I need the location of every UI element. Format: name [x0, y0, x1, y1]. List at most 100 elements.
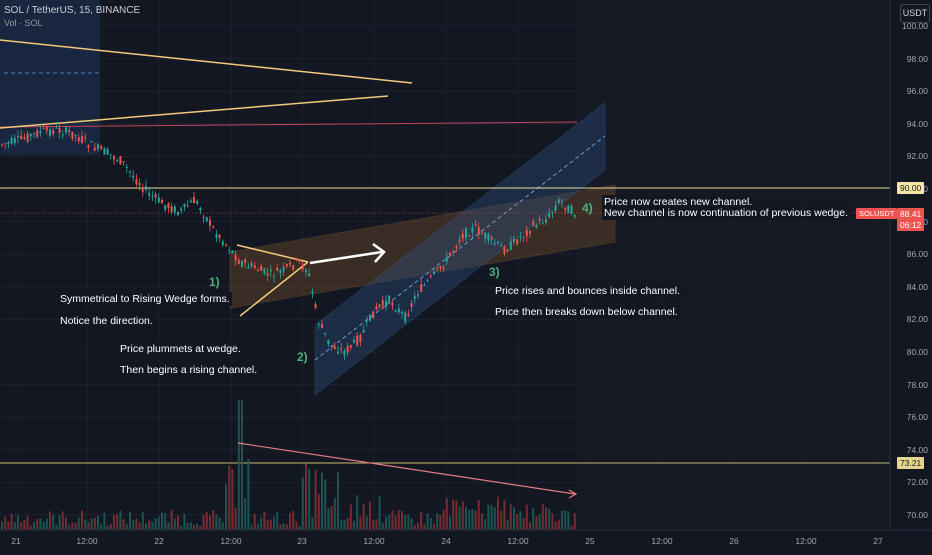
volume-bar	[49, 511, 51, 530]
volume-bar	[17, 515, 19, 530]
volume-bar	[4, 517, 7, 530]
candle-body	[1, 144, 3, 146]
candle-body	[337, 351, 339, 354]
candle-body	[225, 244, 227, 246]
candle-body	[385, 300, 387, 308]
volume-bar	[327, 508, 330, 530]
volume-bar	[493, 507, 496, 530]
candle-body	[529, 231, 531, 234]
candle-body	[33, 132, 35, 134]
volume-bar	[71, 522, 74, 530]
volume-bar	[548, 509, 551, 530]
price-axis-label: 86.00	[906, 249, 928, 260]
candle-body	[125, 166, 128, 168]
candle-body	[269, 269, 272, 272]
volume-bar	[452, 499, 455, 530]
note-direction: Notice the direction.	[58, 314, 155, 328]
volume-bar	[353, 520, 355, 530]
volume-bar	[381, 522, 384, 530]
volume-bar	[93, 517, 96, 530]
candle-body	[263, 268, 266, 274]
volume-bar	[570, 525, 573, 530]
price-axis-label: 78.00	[906, 379, 928, 390]
candle-body	[7, 142, 10, 144]
volume-bar	[23, 520, 26, 530]
candle-body	[561, 201, 563, 203]
candle-body	[247, 266, 250, 269]
volume-bar	[359, 516, 362, 530]
candle-body	[388, 295, 391, 303]
volume-bar	[301, 477, 304, 530]
volume-bar	[465, 507, 467, 530]
volume-bar	[180, 525, 183, 530]
time-axis-label: 22	[154, 536, 164, 546]
candle-body	[548, 213, 551, 217]
candle-body	[343, 350, 346, 356]
volume-bar	[346, 517, 349, 530]
currency-button[interactable]: USDT	[900, 4, 930, 23]
volume-bar	[33, 521, 35, 530]
volume-bar	[170, 510, 173, 530]
candle-body	[151, 196, 154, 198]
volume-bar	[221, 521, 224, 530]
volume-bar	[244, 498, 247, 530]
wedge-top-upper	[0, 39, 413, 84]
candle-body	[237, 259, 240, 265]
candle-body	[327, 339, 330, 344]
time-axis-label: 12:00	[220, 536, 242, 546]
candle-body	[362, 330, 365, 333]
volume-bar	[84, 519, 87, 530]
price-axis-label: 70.00	[906, 510, 928, 520]
volume-bar	[186, 522, 189, 530]
volume-bar	[538, 513, 541, 530]
candle-body	[218, 234, 221, 238]
volume-bar	[209, 515, 211, 530]
volume-bar	[509, 504, 512, 530]
price-axis-label: 82.00	[906, 314, 928, 325]
volume-bar	[461, 501, 464, 530]
candle-body	[157, 197, 160, 203]
candle-body	[84, 137, 87, 139]
candle-body	[180, 208, 183, 211]
volume-bar	[289, 512, 291, 530]
symbol-title[interactable]: SOL / TetherUS, 15, BINANCE	[4, 5, 141, 16]
volume-bar	[455, 500, 458, 530]
candle-body	[372, 311, 375, 319]
volume-bar	[97, 515, 99, 530]
time-axis-label: 12:00	[76, 536, 98, 546]
candle-body	[20, 135, 23, 139]
volume-bar	[292, 510, 295, 530]
time-axis-label: 24	[441, 536, 451, 546]
volume-bar	[10, 513, 13, 530]
candle-body	[301, 263, 304, 270]
time-axis-label: 23	[297, 536, 307, 546]
candle-body	[554, 205, 557, 211]
volume-bar	[410, 518, 413, 530]
volume-bar	[215, 514, 218, 530]
candle-body	[74, 134, 77, 137]
volume-bar	[225, 484, 227, 530]
candle-body	[285, 264, 288, 267]
candle-body	[573, 214, 576, 217]
volume-bar	[68, 524, 71, 530]
volume-bar	[311, 517, 314, 530]
candle-body	[541, 223, 544, 225]
candle-body	[196, 201, 199, 204]
volume-bar	[39, 518, 42, 530]
volume-indicator-label[interactable]: Vol · SOL	[4, 18, 43, 28]
volume-bar	[545, 507, 547, 530]
volume-bar	[458, 506, 461, 530]
volume-bar	[266, 520, 269, 530]
price-axis-label: 74.00	[906, 444, 928, 455]
candle-body	[346, 346, 349, 353]
volume-bar	[426, 513, 429, 530]
candle-body	[516, 239, 519, 245]
volume-bar	[113, 514, 115, 530]
volume-bar	[55, 525, 58, 530]
candle-body	[295, 258, 298, 260]
volume-bar	[436, 513, 439, 530]
volume-trend-line	[237, 442, 576, 495]
candle-body	[481, 233, 483, 235]
